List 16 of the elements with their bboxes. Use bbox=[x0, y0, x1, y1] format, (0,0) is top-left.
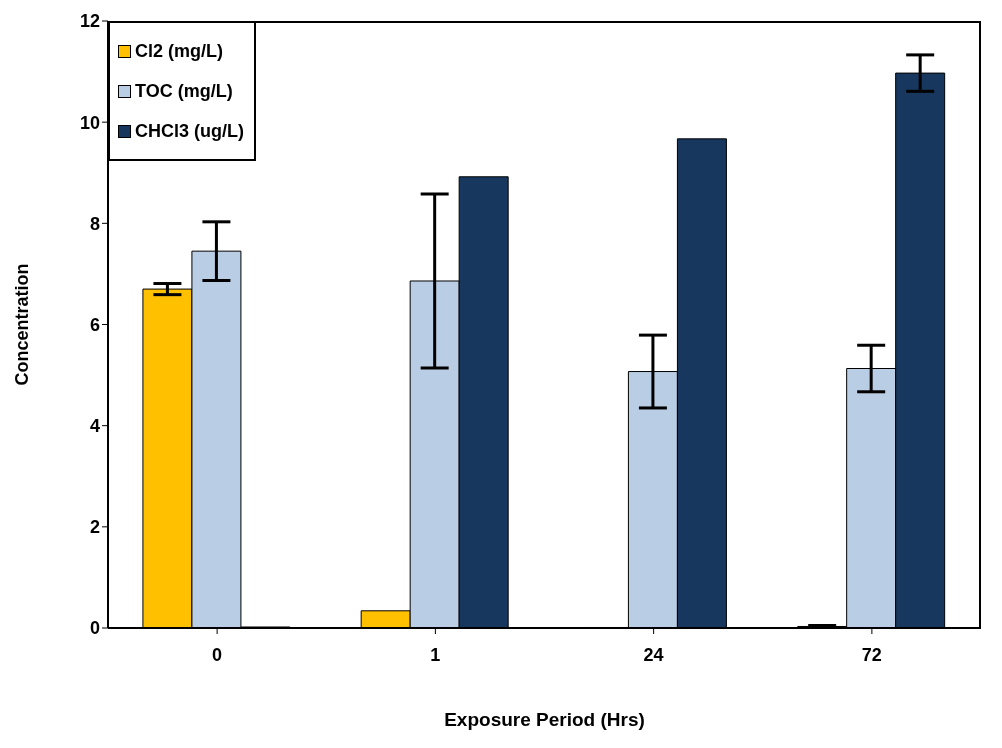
y-tick-label: 2 bbox=[89, 517, 100, 538]
x-tick-label: 24 bbox=[643, 644, 664, 665]
x-tick-label: 0 bbox=[212, 644, 223, 665]
legend-label: Cl2 (mg/L) bbox=[135, 40, 223, 62]
y-tick-label: 10 bbox=[79, 112, 100, 133]
y-tick-label: 6 bbox=[89, 314, 100, 335]
legend-label: TOC (mg/L) bbox=[135, 80, 233, 102]
x-tick-label: 1 bbox=[430, 644, 441, 665]
x-tick-label: 72 bbox=[861, 644, 882, 665]
y-tick-label: 0 bbox=[89, 618, 100, 639]
y-tick-label: 4 bbox=[89, 416, 100, 437]
legend-label: CHCl3 (ug/L) bbox=[135, 120, 244, 142]
y-tick-label: 8 bbox=[89, 213, 100, 234]
y-tick-label: 12 bbox=[79, 11, 100, 32]
y-axis-title: Concentration bbox=[12, 263, 33, 386]
x-axis-title: Exposure Period (Hrs) bbox=[444, 709, 645, 730]
